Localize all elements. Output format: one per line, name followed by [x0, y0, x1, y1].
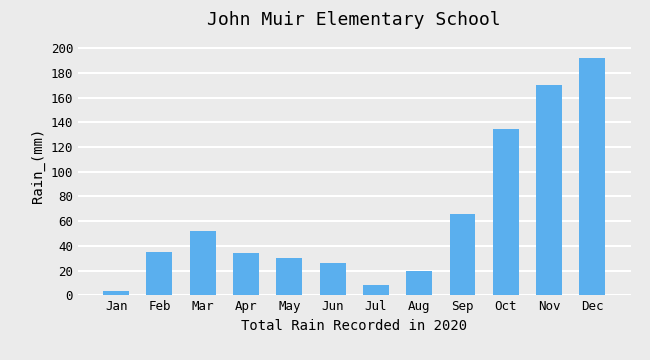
Bar: [320, 263, 346, 295]
Bar: [233, 253, 259, 295]
Bar: [146, 252, 172, 295]
Bar: [190, 231, 216, 295]
Bar: [276, 258, 302, 295]
Bar: [536, 85, 562, 295]
Bar: [103, 292, 129, 295]
Bar: [363, 285, 389, 295]
Bar: [579, 58, 605, 295]
Bar: [406, 270, 432, 295]
Bar: [493, 129, 519, 295]
X-axis label: Total Rain Recorded in 2020: Total Rain Recorded in 2020: [241, 319, 467, 333]
Y-axis label: Rain_(mm): Rain_(mm): [31, 128, 45, 203]
Bar: [450, 214, 476, 295]
Title: John Muir Elementary School: John Muir Elementary School: [207, 11, 501, 29]
